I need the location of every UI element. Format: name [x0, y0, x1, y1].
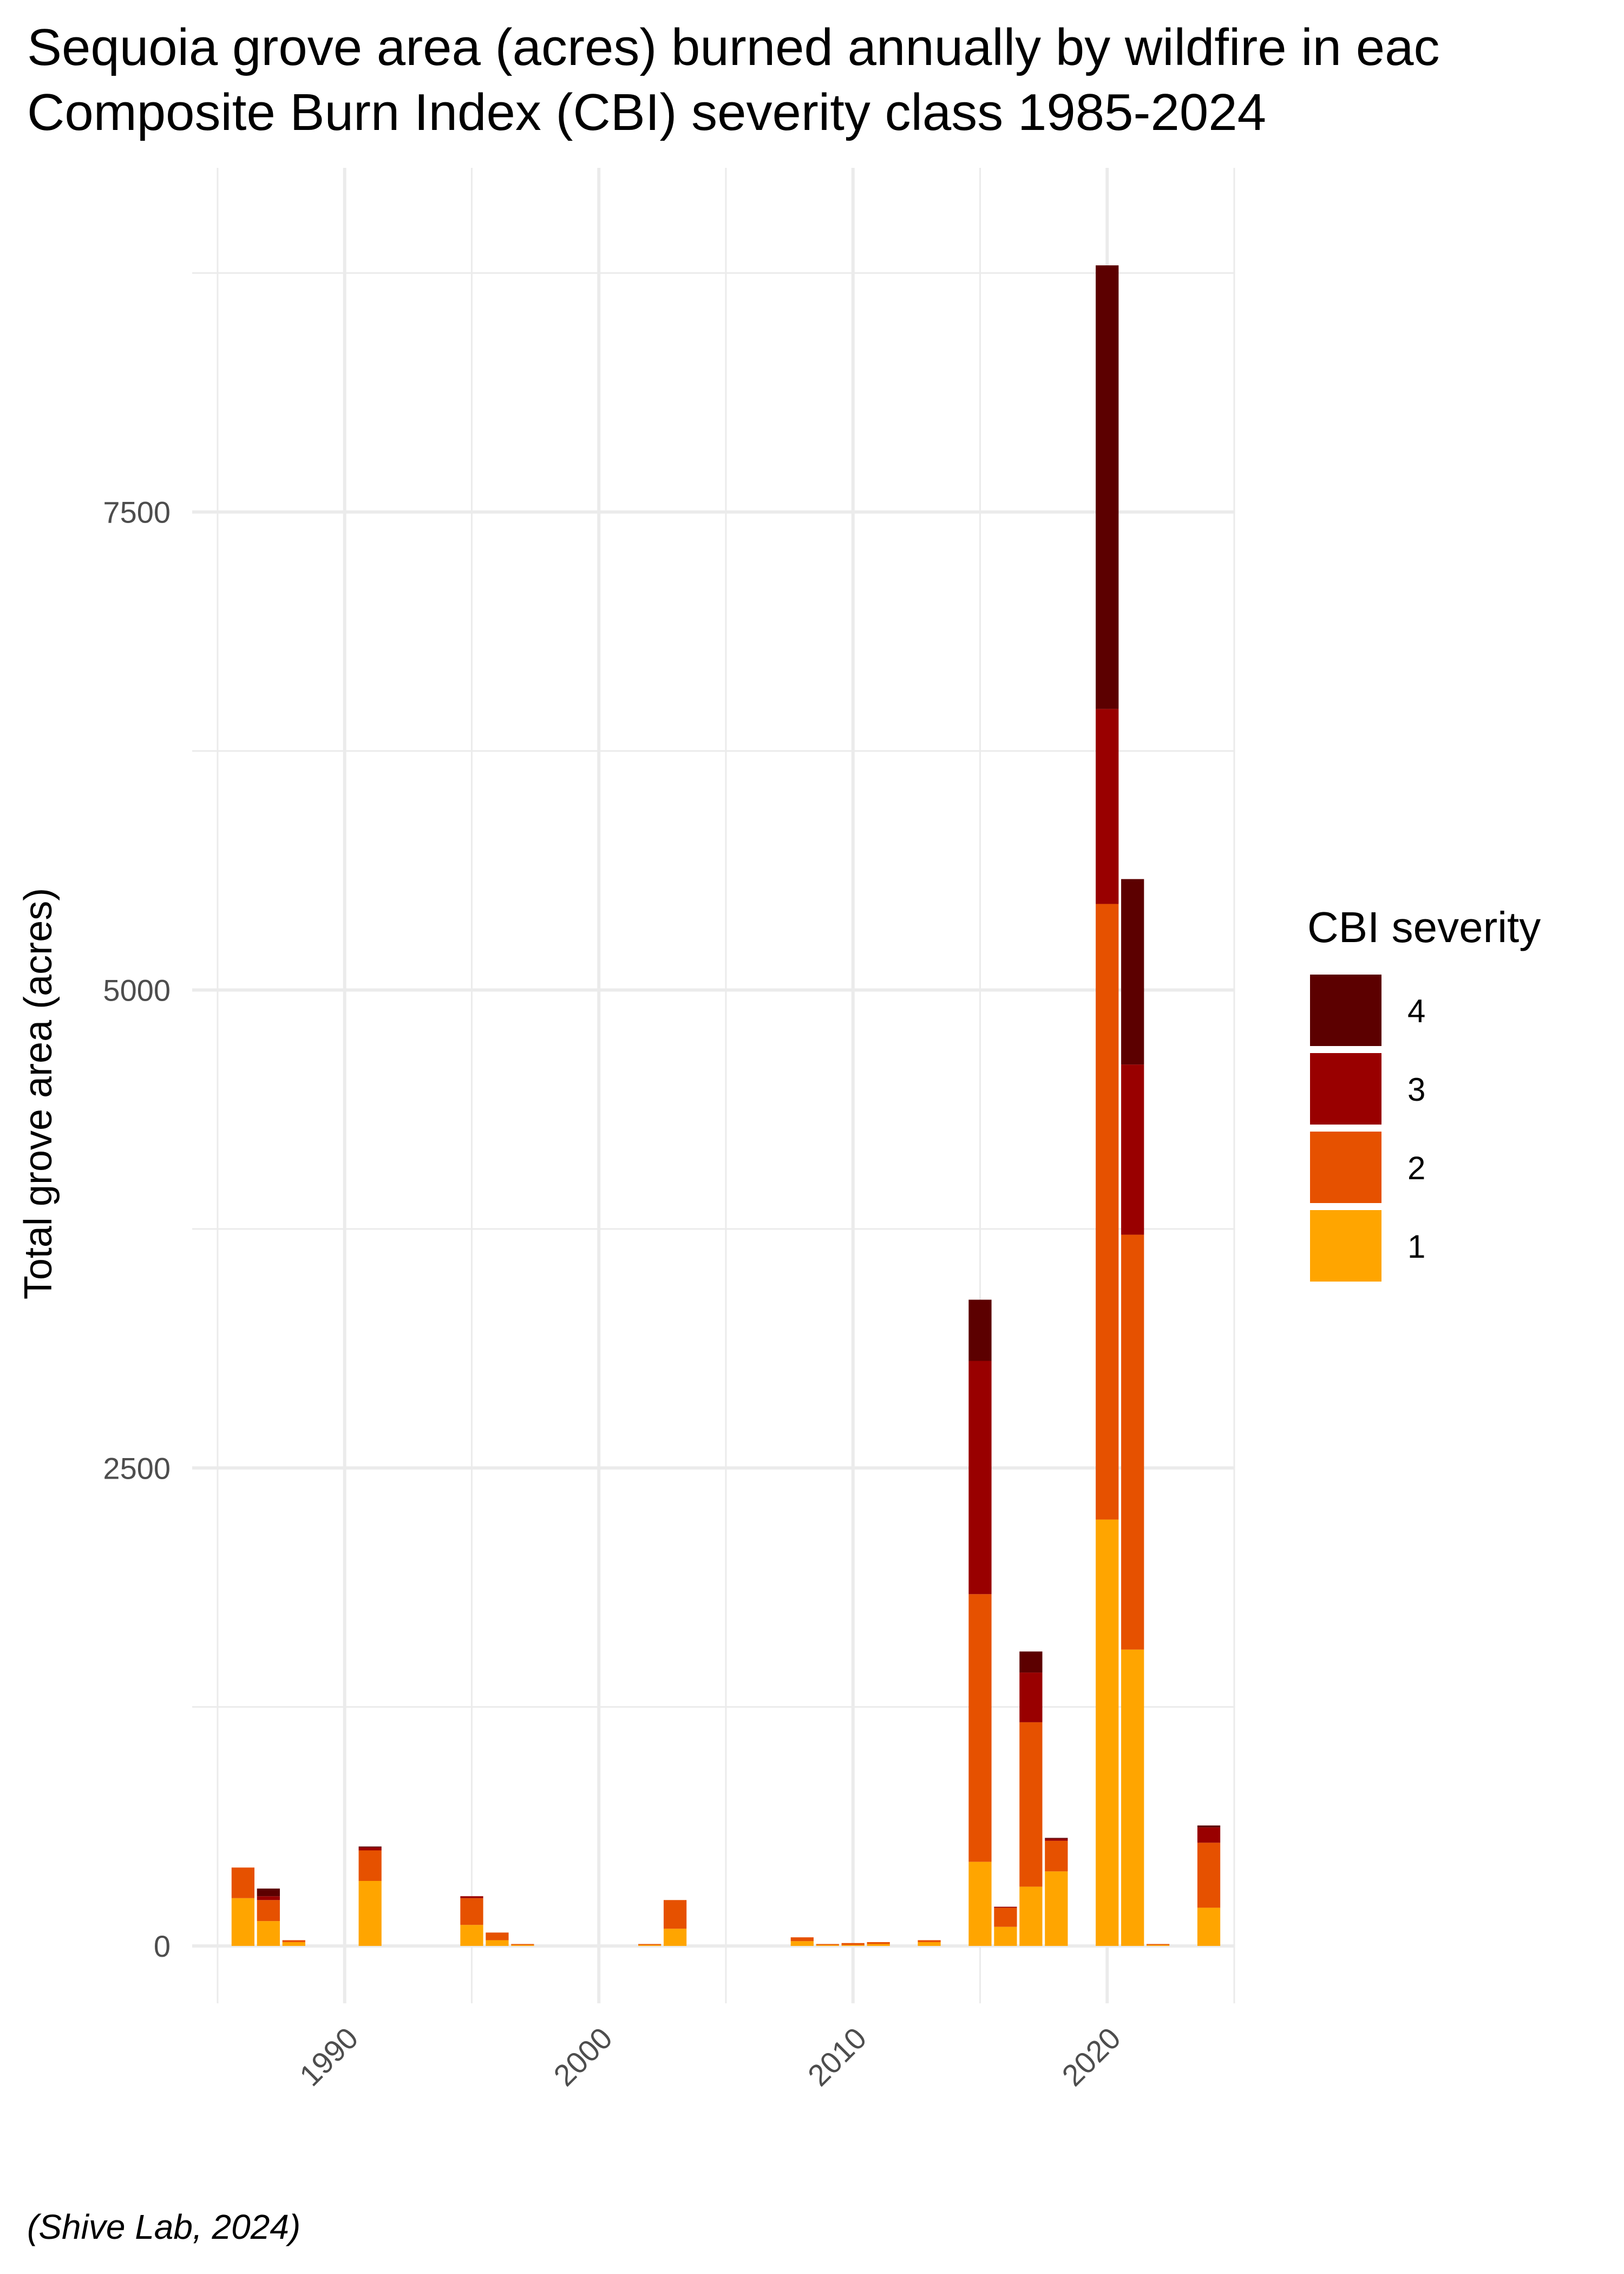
- bar-segment: [1121, 879, 1144, 1065]
- bar-segment: [1121, 1234, 1144, 1650]
- bar-segment: [1019, 1672, 1043, 1722]
- bar-segment: [663, 1929, 687, 1946]
- bar-segment: [867, 1944, 890, 1946]
- legend-label: 4: [1407, 993, 1425, 1029]
- bar-segment: [968, 1861, 992, 1946]
- bar-segment: [968, 1594, 992, 1862]
- legend-label: 2: [1407, 1150, 1425, 1186]
- bar-segment: [231, 1898, 255, 1946]
- bar-segment: [867, 1942, 890, 1944]
- bar-segment: [918, 1940, 941, 1942]
- bar-segment: [257, 1900, 280, 1922]
- bar-segment: [841, 1945, 865, 1946]
- bar-segment: [231, 1867, 255, 1898]
- x-tick-label: 2000: [547, 2021, 619, 2093]
- legend-key: [1310, 1132, 1381, 1203]
- bar-segment: [790, 1941, 814, 1946]
- bar-segment: [282, 1942, 305, 1946]
- bar-segment: [460, 1925, 483, 1946]
- bar-segment: [358, 1881, 382, 1946]
- y-axis-title: Total grove area (acres): [17, 888, 60, 1299]
- chart-title: Sequoia grove area (acres) burned annual…: [27, 18, 1439, 76]
- bar-segment: [460, 1896, 483, 1898]
- x-tick-label: 2020: [1055, 2021, 1127, 2093]
- x-tick-label: 2010: [801, 2021, 873, 2093]
- bar-segment: [1045, 1871, 1068, 1946]
- y-tick-label: 5000: [103, 973, 171, 1007]
- bar-segment: [968, 1361, 992, 1595]
- y-tick-label: 7500: [103, 495, 171, 530]
- y-tick-label: 0: [154, 1929, 171, 1963]
- bar-segment: [1121, 1649, 1144, 1946]
- bar-segment: [511, 1944, 534, 1945]
- bar-segment: [663, 1900, 687, 1929]
- bar-segment: [918, 1942, 941, 1946]
- bar-segment: [1121, 1064, 1144, 1235]
- legend: CBI severity 4 3 2 1: [1307, 903, 1541, 1282]
- bar-segment: [1045, 1839, 1068, 1841]
- bar-segment: [1197, 1907, 1221, 1946]
- bars: [231, 265, 1221, 1946]
- bar-segment: [257, 1889, 280, 1897]
- bar-segment: [1197, 1842, 1221, 1908]
- bar-segment: [994, 1906, 1017, 1908]
- bar-segment: [638, 1944, 662, 1945]
- bar-segment: [790, 1937, 814, 1942]
- bar-segment: [994, 1926, 1017, 1946]
- legend-label: 1: [1407, 1229, 1425, 1265]
- bar-segment: [282, 1940, 305, 1942]
- bar-segment: [511, 1945, 534, 1946]
- legend-key: [1310, 1053, 1381, 1125]
- x-axis-ticks: 1990 2000 2010 2020: [293, 2021, 1127, 2093]
- x-tick-label: 1990: [293, 2021, 365, 2093]
- bar-segment: [1045, 1840, 1068, 1872]
- chart-subtitle: Composite Burn Index (CBI) severity clas…: [27, 83, 1266, 141]
- bar-segment: [460, 1898, 483, 1925]
- bar-segment: [486, 1940, 509, 1946]
- bar-segment: [1096, 265, 1119, 709]
- bar-segment: [816, 1944, 839, 1945]
- bar-segment: [1019, 1886, 1043, 1946]
- bar-segment: [1096, 1519, 1119, 1946]
- bar-segment: [1197, 1825, 1221, 1828]
- bar-segment: [968, 1299, 992, 1361]
- bar-segment: [1147, 1945, 1170, 1946]
- bar-segment: [358, 1846, 382, 1848]
- caption: (Shive Lab, 2024): [27, 2207, 300, 2246]
- bar-segment: [358, 1850, 382, 1881]
- bar-segment: [994, 1907, 1017, 1927]
- bar-segment: [257, 1921, 280, 1946]
- legend-title: CBI severity: [1307, 903, 1541, 951]
- y-tick-label: 2500: [103, 1451, 171, 1485]
- bar-segment: [1019, 1651, 1043, 1673]
- bar-segment: [1096, 904, 1119, 1520]
- bar-segment: [358, 1847, 382, 1851]
- bar-segment: [816, 1945, 839, 1946]
- bar-segment: [1147, 1944, 1170, 1945]
- bar-segment: [841, 1943, 865, 1945]
- bar-segment: [1045, 1838, 1068, 1839]
- legend-key: [1310, 975, 1381, 1046]
- gridlines: [192, 168, 1235, 2003]
- bar-segment: [1197, 1827, 1221, 1843]
- bar-segment: [1019, 1722, 1043, 1887]
- bar-segment: [257, 1896, 280, 1900]
- legend-label: 3: [1407, 1071, 1425, 1108]
- y-axis-ticks: 0 2500 5000 7500: [103, 495, 171, 1963]
- bar-segment: [486, 1932, 509, 1940]
- legend-key: [1310, 1210, 1381, 1282]
- bar-segment: [1096, 709, 1119, 904]
- bar-segment: [638, 1945, 662, 1946]
